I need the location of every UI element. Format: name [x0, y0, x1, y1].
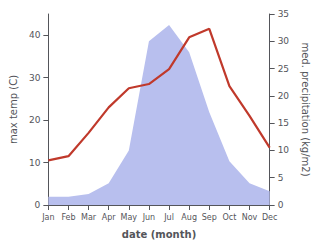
svg-text:date (month): date (month) [122, 229, 196, 240]
svg-text:15: 15 [278, 118, 289, 128]
svg-text:Jul: Jul [163, 213, 174, 222]
svg-text:0: 0 [278, 200, 284, 210]
svg-text:Sep: Sep [202, 213, 217, 222]
svg-text:Oct: Oct [222, 213, 236, 222]
svg-text:35: 35 [278, 9, 289, 19]
svg-text:med. precipitation (kg/m2): med. precipitation (kg/m2) [300, 42, 311, 176]
svg-text:40: 40 [29, 30, 41, 40]
svg-text:30: 30 [278, 36, 290, 46]
svg-text:Mar: Mar [81, 213, 97, 222]
svg-text:20: 20 [29, 115, 41, 125]
svg-text:May: May [121, 213, 138, 222]
svg-text:Apr: Apr [102, 213, 117, 222]
svg-text:Aug: Aug [181, 213, 197, 222]
svg-text:10: 10 [278, 145, 290, 155]
svg-text:Nov: Nov [242, 213, 258, 222]
svg-text:0: 0 [35, 200, 41, 210]
svg-text:25: 25 [278, 64, 289, 74]
svg-text:30: 30 [29, 73, 41, 83]
svg-text:Dec: Dec [262, 213, 277, 222]
svg-text:Jun: Jun [142, 213, 156, 222]
svg-text:Feb: Feb [61, 213, 75, 222]
svg-text:10: 10 [29, 158, 41, 168]
svg-text:max temp (C): max temp (C) [8, 75, 19, 144]
svg-text:5: 5 [278, 173, 284, 183]
svg-text:20: 20 [278, 91, 290, 101]
svg-text:Jan: Jan [41, 213, 54, 222]
